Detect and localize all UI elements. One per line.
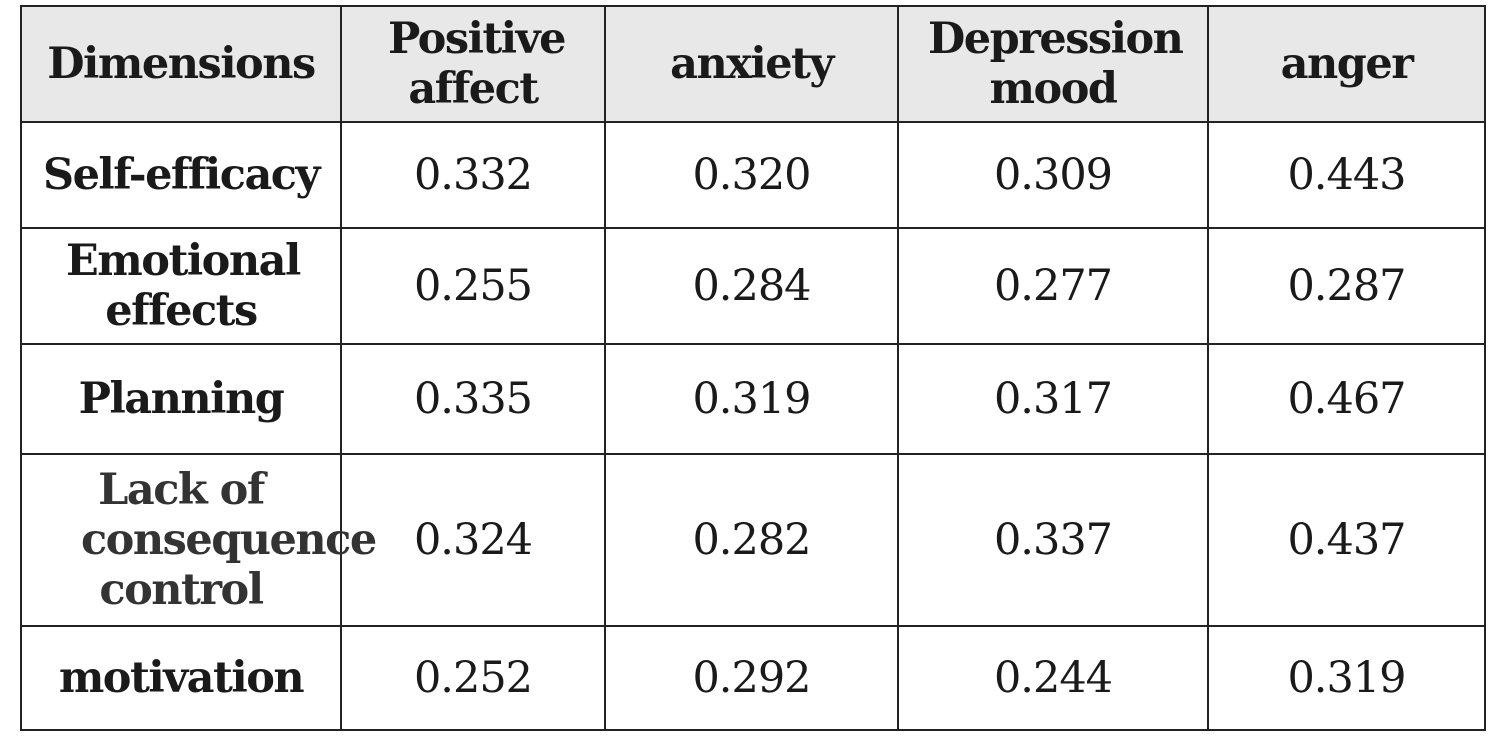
header-positive-affect: Positive affect — [340, 5, 606, 123]
header-depression-mood-label: Depression mood — [928, 14, 1184, 114]
row-label-text: Lack of consequence control — [81, 465, 377, 615]
table-cell: 0.324 — [340, 453, 606, 627]
row-label: motivation — [20, 625, 342, 731]
table-cell: 0.319 — [604, 343, 899, 455]
table-cell: 0.320 — [604, 121, 899, 229]
table-cell: 0.319 — [1207, 625, 1486, 731]
table-cell: 0.337 — [897, 453, 1209, 627]
correlation-table: Dimensions Positive affect anxiety Depre… — [20, 5, 1486, 731]
table-cell: 0.292 — [604, 625, 899, 731]
table-body: Self-efficacy 0.332 0.320 0.309 0.443 Em… — [20, 121, 1486, 731]
table-row: Planning 0.335 0.319 0.317 0.467 — [20, 343, 1486, 455]
table-row: Self-efficacy 0.332 0.320 0.309 0.443 — [20, 121, 1486, 229]
table-cell: 0.317 — [897, 343, 1209, 455]
header-dimensions: Dimensions — [20, 5, 342, 123]
row-label: Lack of consequence control — [20, 453, 377, 627]
table-cell: 0.282 — [604, 453, 899, 627]
header-anxiety: anxiety — [604, 5, 899, 123]
row-label: Planning — [20, 343, 342, 455]
table-row: Lack of consequence control 0.324 0.282 … — [20, 453, 1486, 627]
table-cell: 0.443 — [1207, 121, 1486, 229]
table-cell: 0.287 — [1207, 227, 1486, 345]
table-cell: 0.284 — [604, 227, 899, 345]
table-cell: 0.277 — [897, 227, 1209, 345]
table-cell: 0.335 — [340, 343, 606, 455]
table-header: Dimensions Positive affect anxiety Depre… — [20, 5, 1486, 123]
table-cell: 0.437 — [1207, 453, 1486, 627]
table-cell: 0.309 — [897, 121, 1209, 229]
table-row: Emotional effects 0.255 0.284 0.277 0.28… — [20, 227, 1486, 345]
table-cell: 0.332 — [340, 121, 606, 229]
table-cell: 0.255 — [340, 227, 606, 345]
table-row: motivation 0.252 0.292 0.244 0.319 — [20, 625, 1486, 731]
header-row: Dimensions Positive affect anxiety Depre… — [20, 5, 1486, 123]
header-anger: anger — [1207, 5, 1486, 123]
row-label: Emotional effects — [20, 227, 342, 345]
table-cell: 0.252 — [340, 625, 606, 731]
row-label: Self-efficacy — [20, 121, 342, 229]
header-positive-affect-label: Positive affect — [388, 14, 566, 114]
row-label-text: Emotional effects — [66, 236, 301, 336]
table-cell: 0.467 — [1207, 343, 1486, 455]
table-cell: 0.244 — [897, 625, 1209, 731]
header-depression-mood: Depression mood — [897, 5, 1209, 123]
